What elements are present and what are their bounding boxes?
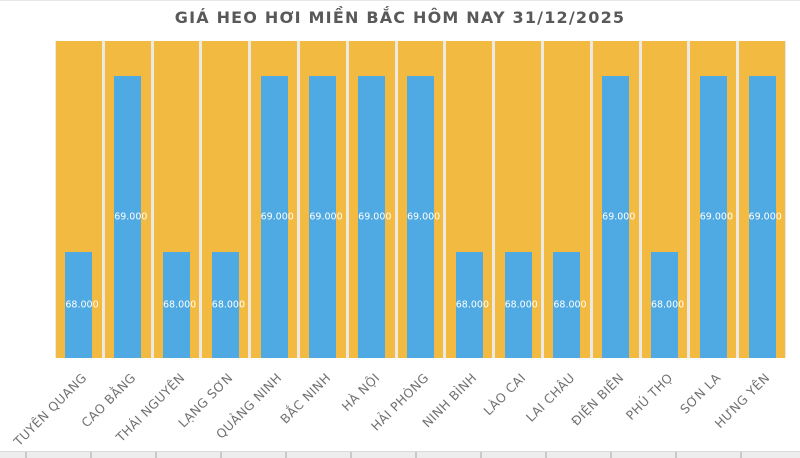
- x-axis-label: THÁI NGUYÊN: [112, 370, 188, 445]
- category-column: 69.000: [104, 41, 151, 358]
- bar[interactable]: 68.000: [553, 252, 587, 358]
- bar-value-label: 69.000: [358, 211, 392, 223]
- grid-tick: [610, 452, 612, 458]
- bar-value-label: 69.000: [748, 211, 782, 223]
- bar[interactable]: 69.000: [748, 76, 782, 358]
- bar-value-label: 68.000: [211, 299, 246, 311]
- grid-tick: [415, 452, 417, 458]
- bar-value-label: 69.000: [602, 211, 636, 223]
- category-column: 68.000: [495, 41, 541, 358]
- x-axis-label: CAO BẰNG: [78, 370, 139, 431]
- grid-tick: [545, 452, 547, 458]
- bar-value-label: 69.000: [406, 211, 441, 223]
- bar-value-label: 68.000: [650, 299, 685, 311]
- grid-tick: [675, 452, 677, 458]
- bar[interactable]: 69.000: [309, 76, 343, 358]
- bar[interactable]: 68.000: [65, 252, 99, 358]
- category-column: 68.000: [446, 41, 493, 358]
- x-axis-label: BẮC NINH: [277, 370, 334, 427]
- x-axis-label: HẢI PHÒNG: [367, 370, 432, 434]
- bar[interactable]: 69.000: [260, 76, 294, 358]
- bar[interactable]: 68.000: [162, 252, 197, 358]
- grid-tick: [350, 452, 352, 458]
- bar-value-label: 69.000: [114, 211, 148, 223]
- x-axis-label: ĐIỆN BIÊN: [567, 370, 627, 429]
- category-column: 69.000: [739, 41, 785, 358]
- bar[interactable]: 68.000: [650, 252, 685, 358]
- category-column: 69.000: [251, 41, 297, 358]
- category-column: 68.000: [641, 41, 688, 358]
- x-axis-label: SƠN LA: [677, 370, 724, 417]
- chart-title: GIÁ HEO HƠI MIỀN BẮC HÔM NAY 31/12/2025: [174, 8, 626, 27]
- bar[interactable]: 69.000: [602, 76, 636, 358]
- grid-tick: [25, 452, 27, 458]
- bar[interactable]: 69.000: [406, 76, 441, 358]
- plot-area: 68.000 69.000 68.000 68.000 69.000 69.000 69.0…: [55, 41, 786, 358]
- bar[interactable]: 69.000: [699, 76, 733, 358]
- bar-value-label: 69.000: [699, 211, 733, 223]
- bar[interactable]: 69.000: [114, 76, 148, 358]
- x-axis-label: NINH BÌNH: [419, 370, 480, 431]
- category-column: 69.000: [397, 41, 444, 358]
- x-axis-label: QUẢNG NINH: [213, 370, 285, 442]
- bar-value-label: 69.000: [260, 211, 294, 223]
- bar[interactable]: 69.000: [358, 76, 392, 358]
- category-column: 68.000: [153, 41, 200, 358]
- bar-value-label: 69.000: [309, 211, 343, 223]
- x-axis-label: LAI CHÂU: [522, 370, 578, 425]
- spreadsheet-edge-strip: [0, 451, 800, 458]
- category-column: 69.000: [690, 41, 737, 358]
- x-axis-label: LẠNG SƠN: [175, 370, 236, 431]
- category-column: 69.000: [299, 41, 346, 358]
- x-axis-label: PHÚ THỌ: [622, 370, 676, 423]
- grid-tick: [480, 452, 482, 458]
- grid-tick: [90, 452, 92, 458]
- category-column: 68.000: [543, 41, 590, 358]
- bar[interactable]: 68.000: [504, 252, 538, 358]
- bar[interactable]: 68.000: [455, 252, 490, 358]
- bar-value-label: 68.000: [504, 299, 538, 311]
- grid-tick: [220, 452, 222, 458]
- grid-tick: [155, 452, 157, 458]
- bar-value-label: 68.000: [553, 299, 587, 311]
- x-axis-label: LÀO CAI: [480, 370, 529, 419]
- x-axis-label: HƯNG YÊN: [711, 370, 773, 431]
- category-column: 69.000: [348, 41, 395, 358]
- x-axis-labels: TUYÊN QUANG CAO BẰNG THÁI NGUYÊN LẠNG SƠN QU…: [11, 358, 786, 454]
- bar[interactable]: 68.000: [211, 252, 246, 358]
- category-column: 68.000: [202, 41, 249, 358]
- grid-tick: [285, 452, 287, 458]
- bar-value-label: 68.000: [65, 299, 99, 311]
- x-axis-label: HÀ NỘI: [338, 370, 383, 414]
- category-column: 69.000: [592, 41, 639, 358]
- category-column: 68.000: [56, 41, 102, 358]
- x-axis-label: TUYÊN QUANG: [10, 370, 90, 449]
- bar-value-label: 68.000: [162, 299, 197, 311]
- bar-value-label: 68.000: [455, 299, 490, 311]
- grid-tick: [740, 452, 742, 458]
